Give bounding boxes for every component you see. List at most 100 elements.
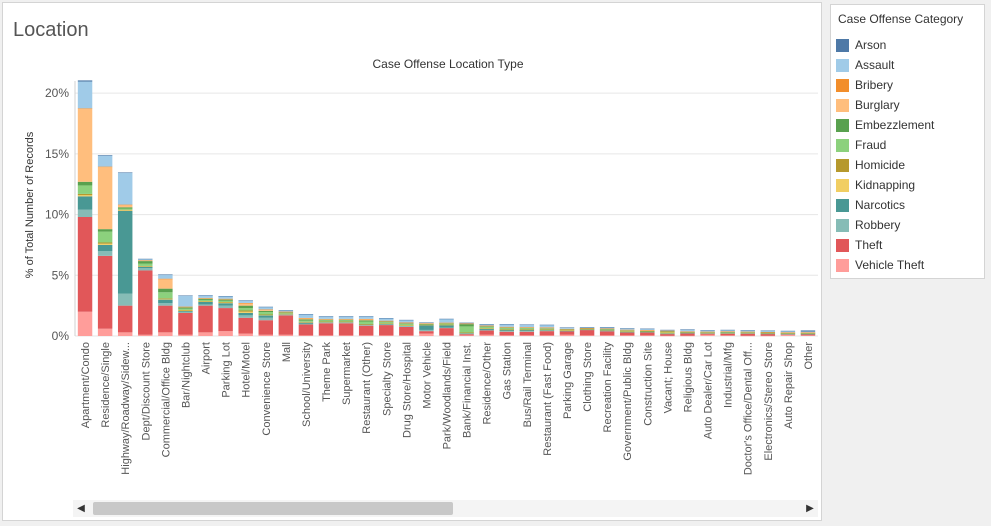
- bar-stack[interactable]: [379, 318, 394, 336]
- bar-segment[interactable]: [258, 314, 273, 316]
- bar-segment[interactable]: [479, 325, 494, 327]
- bar-segment[interactable]: [599, 335, 615, 336]
- bar-stack[interactable]: [218, 296, 233, 336]
- bar-segment[interactable]: [318, 316, 334, 319]
- bar-segment[interactable]: [198, 332, 213, 336]
- bar-segment[interactable]: [780, 332, 796, 333]
- bar-segment[interactable]: [499, 328, 514, 330]
- bar-segment[interactable]: [158, 278, 173, 280]
- bar-stack[interactable]: [399, 319, 414, 336]
- legend-item-bribery[interactable]: Bribery: [836, 77, 981, 95]
- bar-segment[interactable]: [539, 329, 555, 331]
- bar-segment[interactable]: [419, 323, 434, 325]
- bar-segment[interactable]: [138, 266, 153, 267]
- bar-stack[interactable]: [439, 318, 454, 336]
- bar-stack[interactable]: [720, 329, 735, 336]
- bar-segment[interactable]: [278, 314, 294, 315]
- bars[interactable]: [77, 80, 816, 337]
- bar-segment[interactable]: [138, 265, 153, 267]
- bar-segment[interactable]: [620, 328, 635, 329]
- legend-item-burglary[interactable]: Burglary: [836, 97, 981, 115]
- bar-segment[interactable]: [479, 325, 494, 327]
- bar-segment[interactable]: [218, 298, 233, 300]
- bar-segment[interactable]: [539, 331, 555, 336]
- bar-segment[interactable]: [178, 295, 193, 296]
- bar-stack[interactable]: [620, 328, 635, 336]
- bar-segment[interactable]: [117, 293, 133, 306]
- bar-segment[interactable]: [77, 195, 93, 197]
- bar-segment[interactable]: [720, 330, 735, 332]
- bar-segment[interactable]: [178, 295, 193, 307]
- bar-segment[interactable]: [238, 310, 253, 312]
- bar-segment[interactable]: [680, 333, 695, 336]
- bar-segment[interactable]: [599, 330, 615, 331]
- scroll-right-arrow-icon[interactable]: ▶: [806, 503, 814, 514]
- bar-segment[interactable]: [138, 260, 153, 262]
- bar-segment[interactable]: [77, 196, 93, 210]
- bar-segment[interactable]: [298, 319, 314, 321]
- bar-segment[interactable]: [700, 331, 715, 333]
- bar-segment[interactable]: [519, 331, 535, 332]
- bar-segment[interactable]: [198, 298, 213, 299]
- bar-segment[interactable]: [499, 331, 514, 336]
- legend-item-robbery[interactable]: Robbery: [836, 217, 981, 235]
- bar-segment[interactable]: [338, 319, 354, 321]
- bar-segment[interactable]: [178, 306, 193, 308]
- legend-item-assault[interactable]: Assault: [836, 57, 981, 75]
- bar-segment[interactable]: [399, 325, 414, 326]
- bar-stack[interactable]: [77, 80, 93, 336]
- bar-segment[interactable]: [700, 333, 715, 335]
- bar-segment[interactable]: [379, 321, 394, 323]
- bar-segment[interactable]: [178, 309, 193, 311]
- bar-segment[interactable]: [439, 323, 454, 325]
- bar-segment[interactable]: [459, 334, 474, 336]
- bar-segment[interactable]: [660, 333, 675, 336]
- bar-segment[interactable]: [419, 323, 434, 324]
- bar-segment[interactable]: [238, 317, 253, 334]
- bar-segment[interactable]: [499, 331, 514, 332]
- bar-segment[interactable]: [338, 318, 354, 320]
- bar-segment[interactable]: [599, 330, 615, 332]
- bar-segment[interactable]: [338, 322, 354, 324]
- bar-segment[interactable]: [198, 295, 213, 296]
- bar-segment[interactable]: [298, 322, 314, 323]
- bar-segment[interactable]: [158, 292, 173, 299]
- bar-segment[interactable]: [479, 324, 494, 325]
- bar-segment[interactable]: [620, 330, 635, 332]
- bar-segment[interactable]: [97, 242, 113, 244]
- bar-stack[interactable]: [318, 316, 334, 336]
- bar-segment[interactable]: [298, 321, 314, 323]
- bar-segment[interactable]: [97, 229, 113, 232]
- bar-segment[interactable]: [198, 301, 213, 302]
- bar-segment[interactable]: [338, 321, 354, 323]
- bar-segment[interactable]: [399, 325, 414, 327]
- bar-segment[interactable]: [278, 313, 294, 314]
- bar-stack[interactable]: [278, 310, 294, 336]
- bar-segment[interactable]: [278, 312, 294, 314]
- bar-segment[interactable]: [479, 330, 494, 335]
- bar-segment[interactable]: [419, 324, 434, 326]
- bar-segment[interactable]: [358, 319, 374, 321]
- bar-segment[interactable]: [519, 331, 535, 336]
- bar-segment[interactable]: [419, 322, 434, 324]
- bar-segment[interactable]: [459, 323, 474, 324]
- bar-segment[interactable]: [258, 320, 273, 335]
- bar-segment[interactable]: [559, 327, 575, 328]
- bar-stack[interactable]: [519, 324, 535, 336]
- bar-segment[interactable]: [599, 328, 615, 330]
- bar-segment[interactable]: [499, 326, 514, 328]
- bar-segment[interactable]: [238, 312, 253, 316]
- bar-segment[interactable]: [399, 320, 414, 323]
- bar-segment[interactable]: [399, 326, 414, 327]
- bar-segment[interactable]: [117, 332, 133, 336]
- bar-segment[interactable]: [519, 328, 535, 330]
- bar-segment[interactable]: [97, 155, 113, 167]
- bar-segment[interactable]: [258, 312, 273, 315]
- bar-segment[interactable]: [479, 334, 494, 336]
- bar-segment[interactable]: [419, 333, 434, 336]
- bar-segment[interactable]: [298, 314, 314, 315]
- scroll-left-arrow-icon[interactable]: ◀: [77, 503, 85, 514]
- bar-stack[interactable]: [760, 330, 776, 337]
- bar-segment[interactable]: [439, 327, 454, 329]
- bar-segment[interactable]: [680, 335, 695, 337]
